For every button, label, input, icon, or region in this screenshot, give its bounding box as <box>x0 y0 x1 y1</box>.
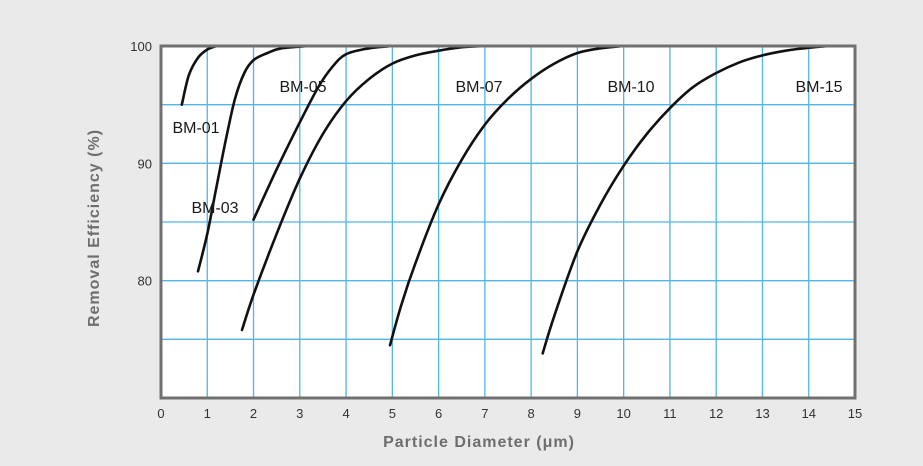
x-axis-title: Particle Diameter (μm) <box>383 434 575 451</box>
x-tick-label: 6 <box>435 406 442 421</box>
y-tick-label: 90 <box>138 156 152 171</box>
x-tick-label: 2 <box>250 406 257 421</box>
x-tick-label: 7 <box>481 406 488 421</box>
plot-frame <box>159 44 857 400</box>
curve-bm-10 <box>388 44 625 347</box>
curve-label-bm-01: BM-01 <box>172 120 219 137</box>
x-tick-label: 5 <box>389 406 396 421</box>
x-tick-label: 1 <box>204 406 211 421</box>
x-tick-label: 0 <box>157 406 164 421</box>
curve-bm-07 <box>240 44 487 332</box>
x-tick-label: 8 <box>528 406 535 421</box>
x-tick-label: 10 <box>616 406 630 421</box>
curve-label-bm-03: BM-03 <box>191 200 238 217</box>
curve-label-bm-07: BM-07 <box>455 79 502 96</box>
curve-bm-03 <box>196 44 311 273</box>
x-tick-label: 3 <box>296 406 303 421</box>
x-tick-label: 15 <box>848 406 862 421</box>
curve-group <box>180 44 857 355</box>
x-tick-labels: 0 1 2 3 4 5 6 7 8 9 10 11 12 13 14 15 <box>157 406 862 421</box>
y-axis-title: Removal Efficiency (%) <box>86 129 103 327</box>
curve-bm-01 <box>180 44 218 106</box>
y-tick-labels: 80 90 100 <box>130 39 152 289</box>
x-tick-label: 11 <box>663 406 677 421</box>
curve-label-bm-15: BM-15 <box>795 79 842 96</box>
curve-bm-05 <box>252 44 394 221</box>
curve-bm-15 <box>541 44 857 355</box>
x-tick-label: 14 <box>801 406 815 421</box>
x-tick-label: 4 <box>342 406 349 421</box>
curve-label-bm-05: BM-05 <box>279 79 326 96</box>
x-tick-label: 13 <box>755 406 769 421</box>
x-tick-label: 12 <box>709 406 723 421</box>
curve-labels: BM-01 BM-03 BM-05 BM-07 BM-10 BM-15 <box>172 79 842 217</box>
curve-label-bm-10: BM-10 <box>607 79 654 96</box>
y-tick-label: 100 <box>130 39 152 54</box>
y-tick-label: 80 <box>138 274 152 289</box>
grid-lines <box>161 46 855 398</box>
x-tick-label: 9 <box>574 406 581 421</box>
